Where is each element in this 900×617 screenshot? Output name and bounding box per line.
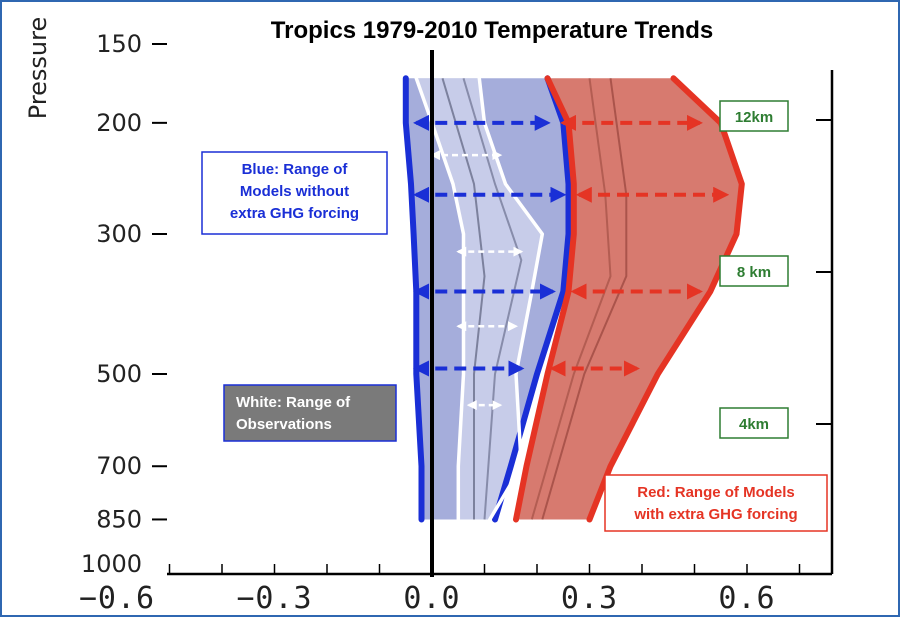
white-upper-curve bbox=[477, 76, 545, 522]
blue-upper-curve bbox=[492, 75, 572, 523]
y-tick-label-850: 850 bbox=[96, 505, 142, 533]
x-tick-label-3: 0.0 bbox=[403, 581, 460, 615]
y-tick-label-150: 150 bbox=[96, 30, 142, 58]
altitude-box-4km bbox=[719, 407, 789, 439]
legend-text-3-2: with extra GHG forcing bbox=[633, 506, 797, 523]
legend-text-1-1: Blue: Range of bbox=[242, 161, 349, 178]
range-arrows bbox=[413, 114, 730, 411]
legend-text-1-3: extra GHG forcing bbox=[230, 205, 359, 222]
legend-text-2-2: Observations bbox=[236, 416, 332, 433]
legend-text-1-2: Models without bbox=[240, 183, 349, 200]
model-trace-2 bbox=[462, 78, 523, 520]
y-axis-label: Pressure bbox=[24, 17, 52, 119]
altitude-box-8-km bbox=[719, 255, 789, 287]
model-trace-4 bbox=[530, 78, 612, 520]
model-trace-1 bbox=[441, 78, 486, 520]
legend-text-3-1: Red: Range of Models bbox=[637, 484, 795, 501]
axes bbox=[152, 43, 834, 577]
y-tick-label-700: 700 bbox=[96, 452, 142, 480]
red-lower-curve bbox=[513, 75, 577, 523]
chart-title: Tropics 1979-2010 Temperature Trends bbox=[271, 17, 713, 44]
altitude-label-4km: 4km bbox=[739, 416, 769, 433]
y-tick-label-500: 500 bbox=[96, 360, 142, 388]
y-tick-label-1000: 1000 bbox=[81, 550, 142, 578]
range-curves bbox=[402, 75, 745, 523]
altitude-label-8-km: 8 km bbox=[737, 264, 771, 281]
altitude-label-12km: 12km bbox=[735, 109, 773, 126]
legend-box-2 bbox=[223, 384, 397, 442]
legend: 12km 8 km 4km Blue: Range of Models without e… bbox=[201, 100, 828, 532]
model-trace-3 bbox=[541, 78, 628, 520]
y-tick-label-200: 200 bbox=[96, 109, 142, 137]
x-tick-label-1: −0.6 bbox=[79, 581, 155, 615]
white-lower-curve bbox=[414, 76, 466, 522]
x-tick-label-5: 0.6 bbox=[718, 581, 775, 615]
x-tick-label-4: 0.3 bbox=[561, 581, 618, 615]
legend-text-2-1: White: Range of bbox=[236, 394, 351, 411]
y-tick-label-300: 300 bbox=[96, 220, 142, 248]
legend-box-1 bbox=[201, 151, 388, 235]
altitude-box-12km bbox=[719, 100, 789, 132]
range-bands bbox=[405, 78, 742, 520]
blue-lower-curve bbox=[402, 75, 425, 523]
x-tick-label-2: −0.3 bbox=[236, 581, 312, 615]
labels: 150 200 300 500 700 850 1000 −0.6 −0.3 0.0 0.3 0.6 T… bbox=[24, 17, 775, 615]
legend-box-3 bbox=[604, 474, 828, 532]
